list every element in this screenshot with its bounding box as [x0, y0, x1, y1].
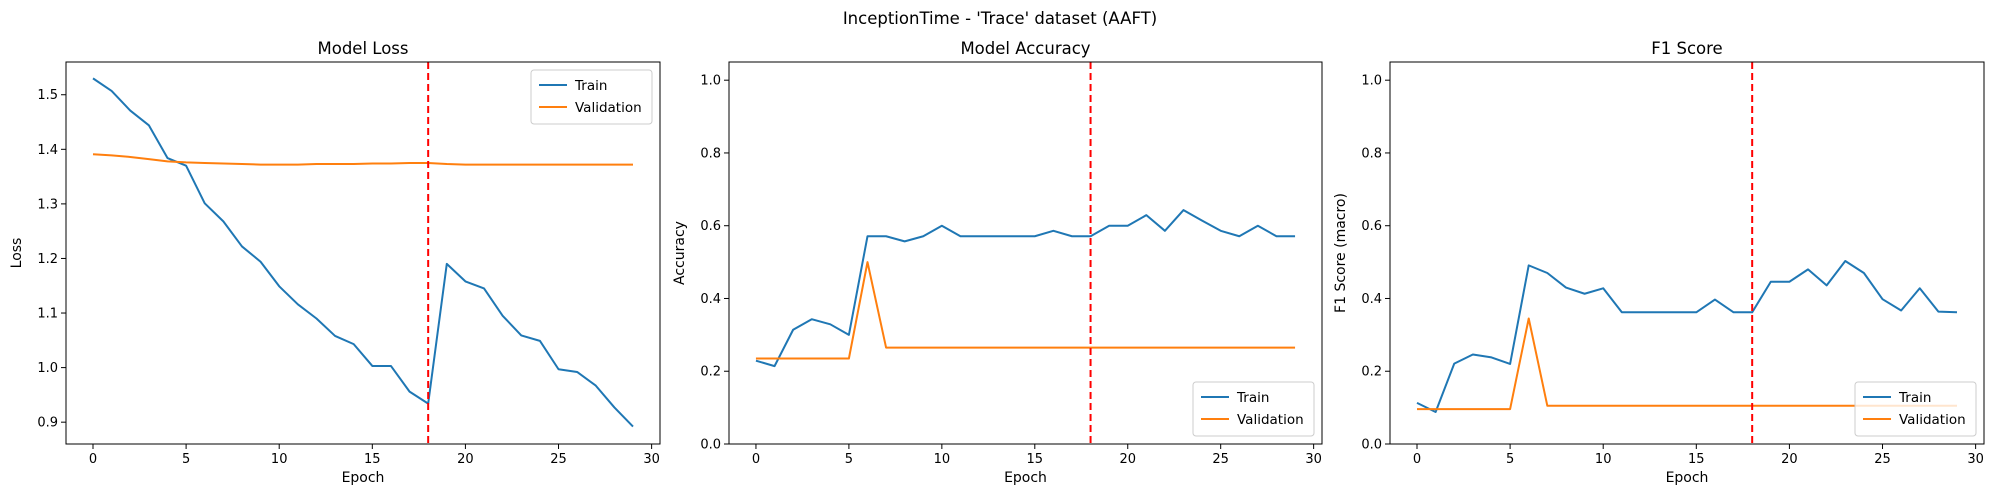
- legend-label-train: Train: [574, 78, 607, 94]
- legend: Train Validation: [1192, 381, 1315, 437]
- x-tick-label: 20: [1781, 452, 1798, 467]
- y-tick-label: 0.8: [700, 146, 721, 161]
- y-axis-label: Accuracy: [672, 221, 688, 285]
- x-tick-label: 5: [1506, 452, 1514, 467]
- x-axis-label: Epoch: [1666, 470, 1709, 486]
- x-tick-label: 25: [550, 452, 567, 467]
- chart-title: Model Loss: [318, 39, 409, 58]
- x-tick-label: 10: [1595, 452, 1612, 467]
- chart-title: F1 Score: [1651, 39, 1722, 58]
- legend-box: [1854, 381, 1977, 437]
- y-tick-label: 1.1: [37, 307, 58, 322]
- plot-frame: [728, 61, 1323, 445]
- x-tick-label: 15: [1688, 452, 1705, 467]
- y-tick-label: 1.4: [37, 143, 58, 158]
- y-tick-label: 1.0: [1361, 74, 1382, 89]
- y-tick-label: 1.5: [37, 88, 58, 103]
- y-tick-label: 0.6: [1361, 219, 1382, 234]
- x-axis-label: Epoch: [342, 470, 385, 486]
- y-tick-label: 0.9: [37, 416, 58, 431]
- y-tick-label: 1.0: [700, 74, 721, 89]
- chart-panel-3: 0 5 10 15 20 25 30 0.0 0.2 0.4 0.6 0.8 1.0 F1 Score Ep…: [1333, 39, 1985, 486]
- x-tick-label: 0: [89, 452, 97, 467]
- legend-label-validation: Validation: [575, 100, 642, 116]
- y-tick-label: 0.0: [700, 438, 721, 453]
- legend-label-validation: Validation: [1237, 412, 1304, 428]
- y-tick-label: 0.8: [1361, 146, 1382, 161]
- series-line-train: [1416, 260, 1958, 413]
- x-tick-label: 5: [182, 452, 190, 467]
- y-axis-label: F1 Score (macro): [1333, 193, 1349, 313]
- x-axis-label: Epoch: [1004, 470, 1047, 486]
- x-tick-label: 0: [752, 452, 760, 467]
- x-tick-label: 20: [457, 452, 474, 467]
- y-tick-label: 0.4: [1361, 292, 1382, 307]
- x-tick-label: 25: [1212, 452, 1229, 467]
- x-tick-label: 10: [271, 452, 288, 467]
- plot-frame: [65, 61, 661, 445]
- y-tick-label: 0.6: [700, 219, 721, 234]
- series-line-validation: [92, 153, 633, 166]
- legend-label-train: Train: [1898, 390, 1931, 406]
- series-line-train: [92, 77, 634, 428]
- x-tick-label: 5: [845, 452, 853, 467]
- plot-frame: [1389, 61, 1985, 445]
- y-axis-label: Loss: [9, 238, 25, 269]
- legend: Train Validation: [1854, 381, 1977, 437]
- legend-box: [530, 69, 653, 125]
- y-tick-label: 0.0: [1361, 438, 1382, 453]
- legend-label-validation: Validation: [1899, 412, 1966, 428]
- y-tick-label: 0.2: [1361, 365, 1382, 380]
- x-tick-label: 15: [1027, 452, 1044, 467]
- y-tick-label: 0.2: [700, 365, 721, 380]
- x-tick-label: 10: [934, 452, 951, 467]
- x-tick-label: 30: [1305, 452, 1322, 467]
- y-tick-label: 1.0: [37, 361, 58, 376]
- y-tick-label: 1.2: [37, 252, 58, 267]
- series-line-train: [755, 209, 1296, 368]
- x-tick-label: 20: [1119, 452, 1136, 467]
- x-tick-label: 0: [1413, 452, 1421, 467]
- chart-title: Model Accuracy: [960, 39, 1090, 58]
- y-tick-label: 1.3: [37, 197, 58, 212]
- x-tick-label: 25: [1874, 452, 1891, 467]
- legend-label-train: Train: [1236, 390, 1269, 406]
- x-tick-label: 30: [643, 452, 660, 467]
- figure-suptitle: InceptionTime - 'Trace' dataset (AAFT): [843, 9, 1157, 28]
- series-line-validation: [755, 261, 1296, 360]
- x-tick-label: 30: [1967, 452, 1984, 467]
- y-tick-label: 0.4: [700, 292, 721, 307]
- x-tick-label: 15: [364, 452, 381, 467]
- chart-panel-2: 0 5 10 15 20 25 30 0.0 0.2 0.4 0.6 0.8 1.0 Model Accu…: [672, 39, 1323, 486]
- legend-box: [1192, 381, 1315, 437]
- legend: Train Validation: [530, 69, 653, 125]
- chart-panel-1: 0 5 10 15 20 25 30 0.9 1.0 1.1 1.2 1.3 1.4 1.5 Model L…: [9, 39, 661, 486]
